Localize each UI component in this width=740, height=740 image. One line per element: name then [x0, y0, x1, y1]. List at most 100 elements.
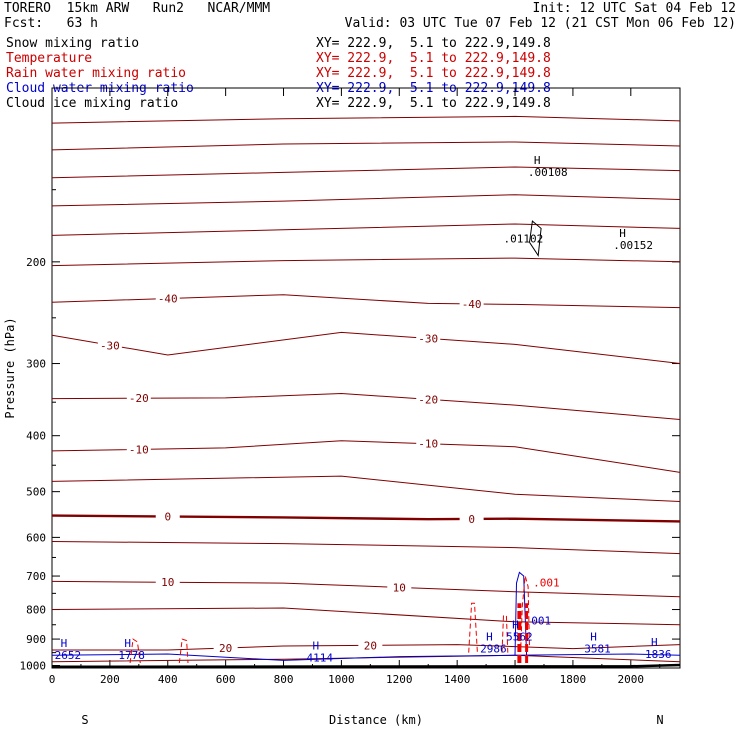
cloud-water-contour: [514, 571, 528, 656]
isotherm-line: [52, 166, 680, 179]
x-tick-label: 600: [216, 673, 236, 686]
plot-frame: [51, 87, 681, 669]
isotherm-label-bg: [155, 510, 180, 523]
isotherm-label: -30: [418, 333, 438, 346]
isotherm-label: 10: [161, 576, 174, 589]
field-xy: XY= 222.9, 5.1 to 222.9,149.8: [316, 66, 551, 81]
y-tick-label: 1000: [20, 660, 47, 673]
isotherm-label: -10: [129, 443, 149, 456]
x-tick-label: 1600: [502, 673, 529, 686]
field-name: Cloud ice mixing ratio: [6, 96, 179, 111]
extremum-value-label: 3581: [584, 643, 611, 656]
rain-contour: [501, 615, 509, 653]
isotherm-label: -20: [129, 392, 149, 405]
isotherm-label-bg: [416, 332, 441, 345]
high-marker: H: [512, 618, 519, 631]
snow-label: .01102: [503, 232, 543, 245]
isotherm-line: [52, 475, 680, 502]
isotherm-line: [52, 392, 680, 420]
x-tick-label: 0: [49, 673, 56, 686]
y-tick-label: 400: [26, 430, 46, 443]
isotherm-line: [52, 141, 680, 151]
rain-label: .001: [533, 577, 560, 590]
y-tick-label: 600: [26, 531, 46, 544]
isotherm-line: [52, 580, 680, 598]
extremum-value-label: 5562: [506, 630, 533, 643]
isotherm-label: -20: [418, 393, 438, 406]
isotherm-label-bg: [416, 437, 441, 450]
isotherm-line: [52, 654, 680, 663]
isotherm-label: -30: [100, 339, 120, 352]
y-tick-label: 700: [26, 570, 46, 583]
extremum-value-label: .00108: [528, 166, 568, 179]
isotherm-line: [52, 514, 680, 523]
high-marker: H: [486, 631, 493, 644]
high-marker: H: [534, 154, 541, 167]
high-marker: H: [619, 227, 626, 240]
isotherm-line: [52, 607, 680, 626]
isotherm-line: [52, 115, 680, 124]
field-xy: XY= 222.9, 5.1 to 222.9,149.8: [316, 51, 551, 66]
x-tick-label: 800: [274, 673, 294, 686]
ground-line: [52, 663, 680, 668]
field-name: Rain water mixing ratio: [6, 66, 187, 81]
field-xy: XY= 222.9, 5.1 to 222.9,149.8: [316, 36, 551, 51]
isotherm-label: 0: [468, 513, 475, 526]
isotherm-line: [52, 541, 680, 555]
isotherm-label: -10: [418, 438, 438, 451]
y-axis-label: Pressure (hPa): [3, 317, 17, 418]
field-name: Temperature: [6, 51, 93, 66]
x-tick-label: 1400: [444, 673, 471, 686]
isotherm-line: [52, 440, 680, 473]
isotherm-label: 0: [164, 510, 171, 523]
x-tick-label: 1800: [560, 673, 587, 686]
isotherm-label-bg: [126, 392, 151, 405]
extremum-value-label: 1778: [118, 649, 144, 662]
isotherm-label: 20: [364, 639, 377, 652]
isotherm-label-bg: [126, 443, 151, 456]
isotherm-label: 20: [219, 642, 232, 655]
isotherm-label-bg: [97, 339, 122, 352]
isotherm-label-bg: [387, 581, 412, 594]
high-marker: H: [61, 637, 68, 650]
rain-contour: [178, 638, 189, 664]
x-tick-label: 1200: [386, 673, 413, 686]
high-marker: H: [651, 636, 658, 649]
isotherm-line: [52, 257, 680, 267]
isotherm-label: 10: [393, 581, 406, 594]
isotherm-line: [52, 331, 680, 364]
isotherm-label-bg: [155, 576, 180, 589]
rain-contour: [520, 575, 530, 648]
x-end-label-south: S: [81, 713, 88, 727]
y-tick-label: 500: [26, 486, 46, 499]
plot-content: -40 -40 -30 -30 -20 -20 -10 -10 0 0 10 10 20 20 .001 .0…: [52, 115, 680, 668]
high-marker: H: [590, 631, 597, 644]
isotherm-label-bg: [213, 641, 238, 654]
isotherm-label-bg: [459, 512, 484, 525]
rain-contour: [468, 602, 478, 653]
x-end-label-north: N: [656, 713, 663, 727]
isotherm-label-bg: [459, 297, 484, 310]
header-line1-right: Init: 12 UTC Sat 04 Feb 12: [532, 1, 737, 16]
isotherm-label: -40: [158, 293, 178, 306]
extremum-value-label: 1836: [645, 648, 672, 661]
isotherm-label-bg: [155, 292, 180, 305]
isotherm-label-bg: [358, 639, 383, 652]
isotherm-label-bg: [416, 393, 441, 406]
header-line1-left: TORERO 15km ARW Run2 NCAR/MMM: [4, 1, 271, 16]
x-tick-label: 2000: [618, 673, 645, 686]
cloud-water-label: .001: [525, 615, 552, 628]
extremum-value-label: 4114: [306, 652, 333, 665]
rain-contour: [129, 638, 141, 664]
y-tick-label: 800: [26, 604, 46, 617]
y-tick-label: 200: [26, 256, 46, 269]
high-marker: H: [312, 640, 319, 653]
isotherm-label: -40: [462, 298, 482, 311]
cloud-water-contour: [52, 653, 680, 661]
extremum-value-label: .00152: [613, 239, 653, 252]
isotherm-line: [52, 294, 680, 309]
header-line2-right: Valid: 03 UTC Tue 07 Feb 12 (21 CST Mon …: [344, 16, 736, 31]
x-tick-label: 1000: [328, 673, 355, 686]
high-marker: H: [124, 637, 131, 650]
